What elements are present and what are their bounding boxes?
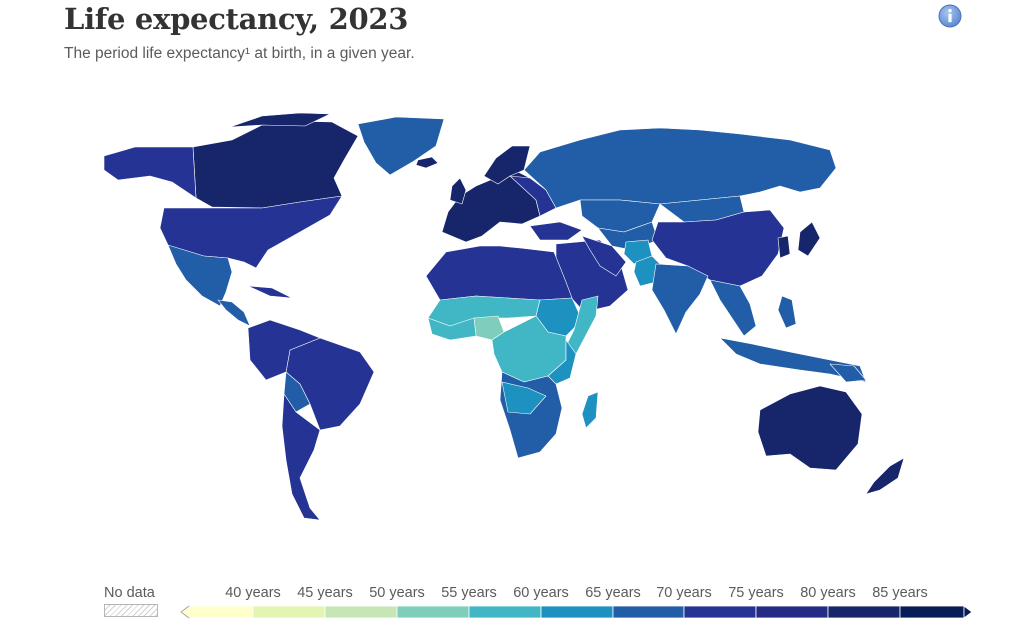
scale-bin[interactable] (755, 605, 829, 619)
scale-bin[interactable] (827, 605, 901, 619)
southeast-asia[interactable] (709, 279, 757, 337)
legend-label: 75 years (728, 585, 784, 601)
scale-bin[interactable] (252, 605, 326, 619)
country-korea[interactable] (777, 235, 791, 259)
country-canada[interactable] (192, 120, 359, 209)
scale-bin[interactable] (324, 605, 398, 619)
country-angola-zambia[interactable] (501, 381, 547, 415)
country-new-zealand[interactable] (865, 457, 905, 495)
legend-label: 40 years (225, 585, 281, 601)
legend-label: 45 years (297, 585, 353, 601)
central-america[interactable] (217, 299, 251, 327)
scale-bin[interactable] (683, 605, 757, 619)
legend-label: 80 years (800, 585, 856, 601)
country-turkey[interactable] (529, 221, 583, 241)
color-scale (180, 605, 973, 619)
country-mexico[interactable] (167, 244, 233, 307)
arctic-islands[interactable] (229, 112, 331, 128)
country-madagascar[interactable] (581, 391, 599, 429)
chart-subtitle: The period life expectancy¹ at birth, in… (64, 45, 415, 62)
scale-bin[interactable] (396, 605, 470, 619)
country-iran[interactable] (581, 235, 627, 277)
caribbean[interactable] (247, 285, 293, 299)
legend-label: 65 years (585, 585, 641, 601)
legend-label: 60 years (513, 585, 569, 601)
country-greenland[interactable] (357, 116, 445, 176)
country-bolivia[interactable] (283, 371, 311, 413)
country-iceland[interactable] (415, 156, 439, 169)
country-china[interactable] (651, 209, 785, 287)
country-alaska[interactable] (103, 146, 197, 199)
no-data-label: No data (104, 585, 155, 601)
chart-title: Life expectancy, 2023 (64, 2, 409, 36)
uk-ireland[interactable] (449, 177, 467, 205)
info-icon[interactable] (938, 4, 962, 28)
legend-label: 55 years (441, 585, 497, 601)
southern-cone[interactable] (281, 393, 321, 521)
legend-label: 50 years (369, 585, 425, 601)
country-indonesia[interactable] (719, 337, 867, 383)
scale-bin[interactable] (612, 605, 685, 619)
north-africa[interactable] (425, 245, 573, 301)
country-australia[interactable] (757, 385, 863, 471)
west-coast[interactable] (427, 317, 477, 341)
south-america-north[interactable] (247, 319, 321, 381)
no-data-swatch (104, 604, 158, 617)
legend-label: 70 years (656, 585, 712, 601)
country-japan[interactable] (797, 221, 821, 257)
country-india[interactable] (651, 263, 709, 335)
legend: No data 40 years 45 years 50 years 55 ye… (0, 578, 1021, 628)
scale-bin[interactable] (468, 605, 542, 619)
country-philippines[interactable] (777, 295, 797, 329)
scandinavia[interactable] (483, 145, 531, 185)
scale-bin[interactable] (540, 605, 614, 619)
world-map[interactable] (40, 110, 960, 530)
scale-bin[interactable] (188, 605, 254, 619)
legend-label: 85 years (872, 585, 928, 601)
scale-underflow-arrow[interactable] (180, 605, 190, 619)
country-png[interactable] (829, 363, 867, 383)
scale-bin[interactable] (899, 605, 965, 619)
countries (103, 112, 905, 521)
country-russia[interactable] (523, 127, 837, 209)
scale-overflow-arrow[interactable] (963, 605, 973, 619)
